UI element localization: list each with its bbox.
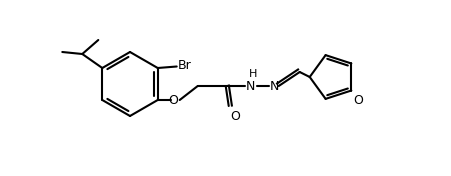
Text: O: O [167,93,177,106]
Text: N: N [269,80,278,93]
Text: N: N [245,80,254,93]
Text: Br: Br [177,59,191,73]
Text: O: O [353,93,363,106]
Text: O: O [230,110,240,123]
Text: H: H [248,69,256,79]
